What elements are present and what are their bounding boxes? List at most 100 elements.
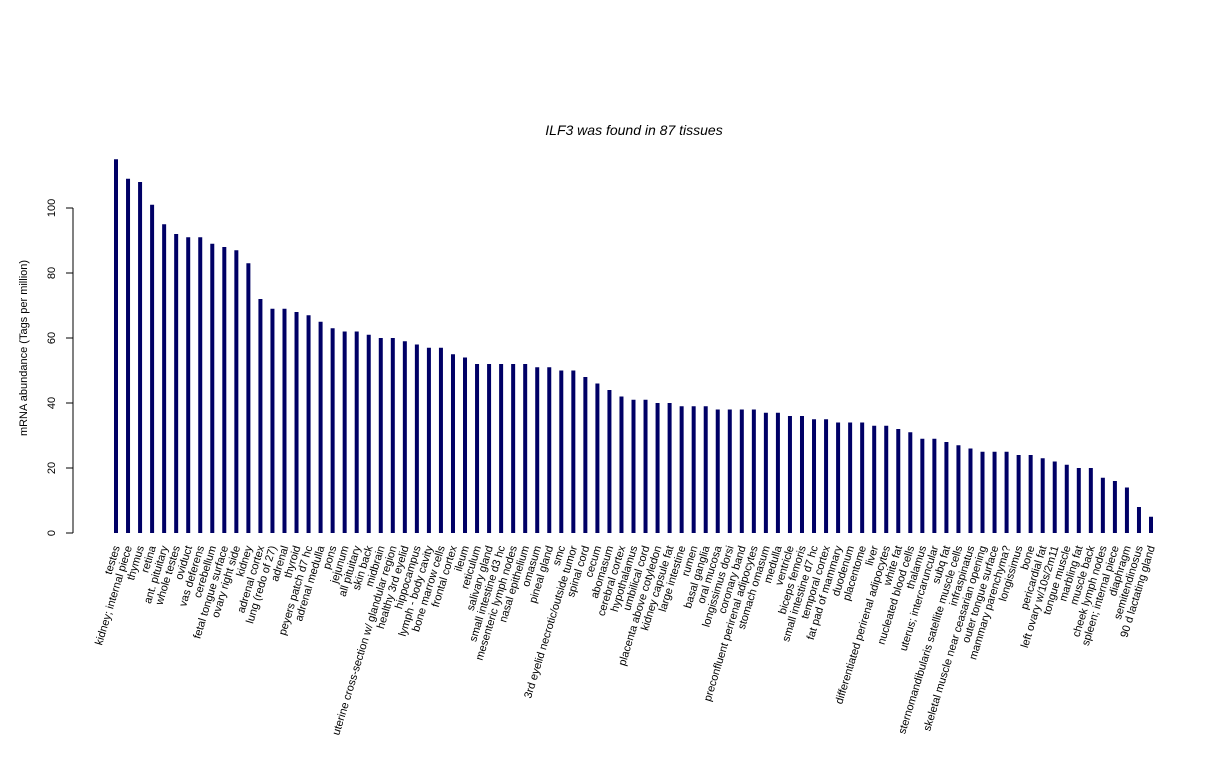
bar bbox=[619, 396, 624, 533]
bar bbox=[884, 425, 889, 533]
bar bbox=[162, 224, 167, 533]
bar bbox=[980, 451, 985, 533]
bar bbox=[463, 357, 468, 533]
bar bbox=[222, 247, 227, 533]
bar bbox=[210, 243, 215, 533]
bar bbox=[390, 338, 395, 533]
bar bbox=[402, 341, 407, 533]
bar bbox=[1028, 455, 1033, 533]
bar bbox=[535, 367, 540, 533]
bars bbox=[114, 159, 1153, 533]
bar bbox=[751, 409, 756, 533]
bar bbox=[703, 406, 708, 533]
bar bbox=[824, 419, 829, 533]
bar bbox=[571, 370, 576, 533]
bar bbox=[186, 237, 191, 533]
bar bbox=[1088, 468, 1093, 533]
x-category-label: liver bbox=[864, 544, 881, 567]
bar bbox=[787, 416, 792, 533]
bar bbox=[1136, 507, 1141, 533]
bar bbox=[198, 237, 203, 533]
bar bbox=[944, 442, 949, 533]
bar bbox=[715, 409, 720, 533]
chart-title: ILF3 was found in 87 tissues bbox=[545, 122, 722, 138]
bar bbox=[908, 432, 913, 533]
bar bbox=[836, 422, 841, 533]
bar bbox=[499, 364, 504, 533]
bar bbox=[1124, 487, 1129, 533]
bar bbox=[799, 416, 804, 533]
bar bbox=[1040, 458, 1045, 533]
bar bbox=[631, 399, 636, 533]
bar bbox=[583, 377, 588, 533]
bar bbox=[775, 412, 780, 533]
x-category-label: smc bbox=[551, 544, 569, 567]
bar bbox=[920, 438, 925, 533]
bar bbox=[258, 299, 263, 533]
bar bbox=[438, 347, 443, 533]
bar bbox=[523, 364, 528, 533]
y-tick-label: 80 bbox=[46, 267, 58, 279]
bar bbox=[655, 403, 660, 533]
bar bbox=[114, 159, 118, 533]
bar bbox=[294, 312, 299, 533]
bar bbox=[1149, 516, 1153, 533]
bar bbox=[282, 308, 287, 533]
bar bbox=[1112, 481, 1117, 533]
bar bbox=[246, 263, 251, 533]
bar bbox=[763, 412, 768, 533]
bar bbox=[475, 364, 480, 533]
bar bbox=[234, 250, 239, 533]
bar bbox=[150, 204, 155, 533]
bar bbox=[1016, 455, 1021, 533]
y-tick-label: 40 bbox=[46, 397, 58, 409]
y-tick-label: 100 bbox=[46, 199, 58, 217]
bar bbox=[1004, 451, 1009, 533]
bar bbox=[318, 321, 323, 533]
bar bbox=[450, 354, 455, 533]
y-axis-label: mRNA abundance (Tags per million) bbox=[18, 260, 30, 436]
bar bbox=[812, 419, 817, 533]
bar bbox=[511, 364, 516, 533]
bar bbox=[330, 328, 335, 533]
bar bbox=[679, 406, 684, 533]
bar bbox=[968, 448, 973, 533]
bar bbox=[932, 438, 937, 533]
bar bbox=[342, 331, 347, 533]
y-tick-label: 60 bbox=[46, 332, 58, 344]
bar bbox=[487, 364, 492, 533]
bar bbox=[426, 347, 431, 533]
y-tick-label: 0 bbox=[46, 530, 58, 536]
bar bbox=[848, 422, 853, 533]
bar bbox=[270, 308, 275, 533]
bar bbox=[306, 315, 311, 533]
bar bbox=[595, 383, 600, 533]
bar bbox=[607, 390, 612, 533]
bar bbox=[992, 451, 997, 533]
y-tick-label: 20 bbox=[46, 462, 58, 474]
bar bbox=[896, 429, 901, 533]
bar bbox=[414, 344, 419, 533]
bar bbox=[860, 422, 865, 533]
bar bbox=[378, 338, 383, 533]
bar bbox=[667, 403, 672, 533]
bar bbox=[126, 178, 131, 533]
bar bbox=[739, 409, 744, 533]
bar bbox=[1052, 461, 1057, 533]
y-axis: 0 20 40 60 80 100 bbox=[46, 199, 74, 536]
bar bbox=[691, 406, 696, 533]
bar bbox=[1100, 477, 1105, 533]
bar bbox=[366, 334, 371, 533]
bar bbox=[1064, 464, 1069, 533]
bar bbox=[1076, 468, 1081, 533]
bar bbox=[547, 367, 552, 533]
bar bbox=[872, 425, 877, 533]
bar bbox=[138, 182, 143, 533]
bar bbox=[956, 445, 961, 533]
bar bbox=[643, 399, 648, 533]
bar bbox=[174, 234, 179, 533]
bar bbox=[559, 370, 564, 533]
bar bbox=[354, 331, 359, 533]
